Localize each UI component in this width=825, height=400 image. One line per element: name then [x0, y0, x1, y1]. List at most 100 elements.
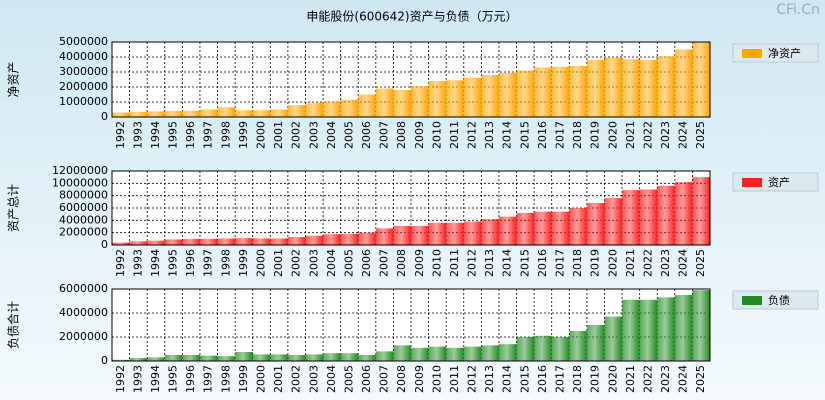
y-axis-label: 净资产 — [7, 61, 21, 97]
bar — [375, 88, 394, 117]
bar — [287, 355, 306, 361]
x-tick-label: 1998 — [219, 365, 232, 393]
bar — [270, 109, 288, 117]
x-tick-label: 2019 — [589, 365, 602, 393]
x-tick-label: 2000 — [255, 249, 268, 277]
x-tick-label: 2010 — [430, 249, 443, 277]
bar — [657, 185, 675, 245]
y-tick-label: 10000000 — [52, 176, 108, 189]
x-tick-label: 2004 — [325, 249, 338, 277]
x-tick-label: 2016 — [536, 121, 549, 149]
bar — [569, 66, 587, 117]
bar — [340, 99, 359, 117]
y-tick-label: 6000000 — [59, 282, 108, 295]
bar — [639, 60, 658, 117]
x-tick-label: 1996 — [184, 249, 197, 277]
bar — [112, 112, 130, 117]
bar — [481, 345, 499, 361]
bar — [569, 331, 587, 361]
x-tick-label: 2024 — [677, 121, 690, 149]
bar — [498, 72, 517, 117]
bar — [674, 49, 693, 117]
bar — [199, 238, 218, 245]
bar — [147, 240, 165, 245]
x-tick-label: 2008 — [395, 121, 408, 149]
x-tick-label: 2009 — [413, 365, 426, 393]
bar — [657, 56, 675, 117]
bar — [129, 241, 148, 245]
x-tick-label: 2001 — [272, 249, 285, 277]
watermark: CFi.Cn — [776, 2, 820, 18]
x-tick-label: 2013 — [483, 121, 496, 149]
x-tick-label: 1992 — [114, 249, 127, 277]
bar — [551, 337, 570, 361]
x-tick-label: 1999 — [237, 365, 250, 393]
y-tick-label: 5000000 — [59, 35, 108, 48]
bar — [235, 238, 253, 245]
bar — [147, 357, 165, 361]
bar — [340, 353, 359, 361]
bar — [411, 86, 429, 117]
bar — [446, 347, 464, 361]
bar — [516, 212, 535, 245]
bar — [287, 236, 306, 245]
x-tick-label: 2004 — [325, 121, 338, 149]
bar — [586, 325, 605, 361]
y-tick-label: 12000000 — [52, 164, 108, 177]
y-tick-label: 4000000 — [59, 50, 108, 63]
bar — [323, 353, 341, 361]
x-tick-label: 2003 — [307, 249, 320, 277]
bar — [639, 189, 658, 245]
bar — [305, 102, 324, 117]
bar — [375, 351, 394, 361]
y-tick-label: 8000000 — [59, 189, 108, 202]
bar — [516, 337, 535, 361]
bar — [305, 235, 324, 245]
x-tick-label: 2023 — [659, 365, 672, 393]
bar — [586, 60, 605, 117]
x-tick-label: 2020 — [606, 121, 619, 149]
bar — [604, 57, 623, 117]
bar — [622, 190, 640, 245]
x-tick-label: 1997 — [202, 249, 215, 277]
x-tick-label: 1994 — [149, 365, 162, 393]
x-tick-label: 1998 — [219, 121, 232, 149]
bar — [358, 232, 376, 245]
y-tick-label: 6000000 — [59, 201, 108, 214]
bar — [639, 299, 658, 361]
bar — [622, 59, 640, 117]
x-tick-label: 2020 — [606, 249, 619, 277]
x-tick-label: 2005 — [342, 121, 355, 149]
x-tick-label: 2020 — [606, 365, 619, 393]
legend-label: 净资产 — [768, 46, 801, 60]
bar — [674, 295, 693, 361]
legend-swatch — [742, 296, 762, 305]
x-tick-label: 2001 — [272, 365, 285, 393]
bar — [622, 299, 640, 361]
x-tick-label: 2002 — [290, 365, 303, 393]
x-tick-label: 2011 — [448, 249, 461, 277]
x-tick-label: 2014 — [501, 121, 514, 149]
bar — [164, 239, 183, 245]
x-tick-label: 2005 — [342, 249, 355, 277]
x-tick-label: 2018 — [571, 121, 584, 149]
x-tick-label: 2002 — [290, 249, 303, 277]
x-tick-label: 2021 — [624, 121, 637, 149]
x-tick-label: 2018 — [571, 249, 584, 277]
bar — [498, 344, 517, 361]
x-tick-label: 1994 — [149, 249, 162, 277]
bar — [287, 105, 306, 117]
x-tick-label: 2007 — [378, 365, 391, 393]
y-tick-label: 3000000 — [59, 65, 108, 78]
x-tick-label: 2005 — [342, 365, 355, 393]
bar — [164, 111, 183, 117]
x-tick-label: 2008 — [395, 365, 408, 393]
bar — [498, 216, 517, 245]
x-tick-label: 2023 — [659, 249, 672, 277]
bar — [551, 66, 570, 117]
bar — [393, 90, 411, 117]
y-axis-label: 资产总计 — [7, 184, 21, 232]
bar — [604, 316, 623, 361]
bar — [481, 75, 499, 117]
